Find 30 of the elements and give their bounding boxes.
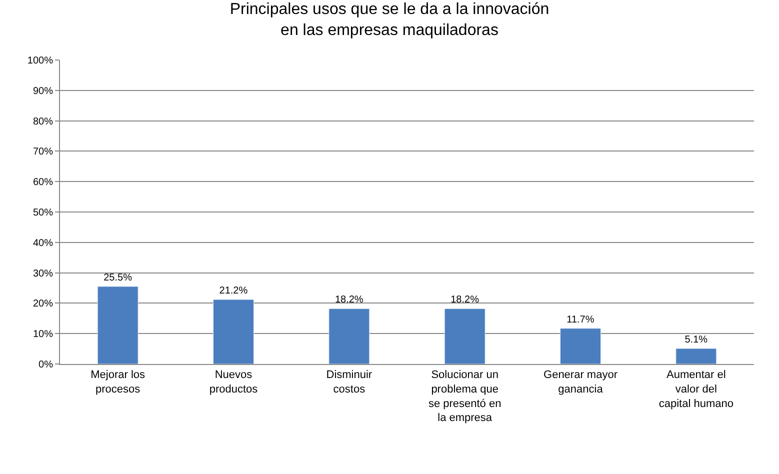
bar xyxy=(97,286,138,364)
y-tick-label: 90% xyxy=(32,86,54,97)
x-tick-label: Disminuir costos xyxy=(326,369,372,396)
bar xyxy=(676,348,717,364)
y-tick-label: 40% xyxy=(32,238,54,249)
bar xyxy=(560,328,601,364)
data-label: 25.5% xyxy=(104,272,132,284)
x-tick-label: Generar mayor ganancia xyxy=(544,369,618,396)
x-tick-label: Nuevos productos xyxy=(209,369,258,396)
y-tick-label: 50% xyxy=(32,208,54,218)
y-tick-label: 60% xyxy=(32,177,54,188)
bar xyxy=(213,299,254,364)
y-tick-label: 70% xyxy=(32,146,54,158)
y-tick-label: 30% xyxy=(32,268,54,280)
data-label: 11.7% xyxy=(566,314,594,326)
y-tick-label: 20% xyxy=(32,298,54,310)
data-label: 21.2% xyxy=(219,286,248,297)
bar xyxy=(444,308,486,364)
data-label: 18.2% xyxy=(450,294,480,306)
y-tick-label: 80% xyxy=(32,116,54,128)
x-tick-label: Aumentar el valor del capital humano xyxy=(658,369,734,410)
x-tick-label: Solucionar un problema que se presentó en la empresa xyxy=(428,369,502,424)
y-tick-label: 10% xyxy=(32,329,54,340)
data-label: 5.1% xyxy=(684,334,708,346)
bar xyxy=(328,308,370,364)
y-tick-label: 0% xyxy=(38,360,54,370)
y-tick-label: 100% xyxy=(27,56,54,66)
x-tick-label: Mejorar los procesos xyxy=(90,369,146,396)
data-label: 18.2% xyxy=(334,294,364,306)
chart-title: Principales usos que se le da a la innovación en las empresas maquiladoras xyxy=(230,1,550,40)
